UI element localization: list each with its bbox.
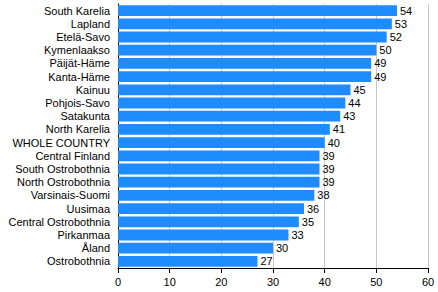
svg-text:39: 39 [323, 163, 335, 175]
svg-text:North Karelia: North Karelia [46, 123, 111, 135]
svg-text:40: 40 [328, 137, 340, 149]
svg-text:41: 41 [333, 123, 345, 135]
svg-text:South Ostrobothnia: South Ostrobothnia [15, 163, 111, 175]
svg-text:Åland: Åland [82, 242, 110, 254]
svg-text:44: 44 [348, 97, 360, 109]
svg-text:Central Ostrobothnia: Central Ostrobothnia [9, 216, 111, 228]
svg-text:0: 0 [115, 276, 121, 288]
svg-text:38: 38 [317, 189, 329, 201]
svg-text:43: 43 [343, 110, 355, 122]
svg-text:Satakunta: Satakunta [60, 110, 110, 122]
svg-text:Päijät-Häme: Päijät-Häme [49, 57, 110, 69]
svg-text:Kymenlaakso: Kymenlaakso [44, 44, 110, 56]
svg-text:49: 49 [374, 57, 386, 69]
svg-text:10: 10 [164, 276, 176, 288]
svg-text:30: 30 [267, 276, 279, 288]
svg-text:20: 20 [215, 276, 227, 288]
svg-text:50: 50 [379, 44, 391, 56]
svg-text:53: 53 [395, 18, 407, 30]
svg-text:33: 33 [292, 229, 304, 241]
svg-text:39: 39 [323, 150, 335, 162]
svg-text:54: 54 [400, 5, 412, 17]
svg-text:WHOLE COUNTRY: WHOLE COUNTRY [12, 137, 110, 149]
svg-text:Pirkanmaa: Pirkanmaa [57, 229, 110, 241]
svg-text:39: 39 [323, 176, 335, 188]
svg-text:50: 50 [370, 276, 382, 288]
svg-text:52: 52 [390, 31, 402, 43]
svg-text:North Ostrobothnia: North Ostrobothnia [17, 176, 111, 188]
svg-text:40: 40 [319, 276, 331, 288]
svg-text:Lapland: Lapland [71, 18, 110, 30]
svg-text:Kainuu: Kainuu [76, 84, 110, 96]
svg-text:60: 60 [422, 276, 434, 288]
svg-text:Etelä-Savo: Etelä-Savo [56, 31, 110, 43]
svg-text:Pohjois-Savo: Pohjois-Savo [45, 97, 110, 109]
svg-text:30: 30 [276, 242, 288, 254]
svg-text:27: 27 [261, 255, 273, 267]
svg-text:South Karelia: South Karelia [44, 5, 111, 17]
svg-text:36: 36 [307, 203, 319, 215]
svg-text:35: 35 [302, 216, 314, 228]
svg-text:45: 45 [354, 84, 366, 96]
svg-text:Kanta-Häme: Kanta-Häme [48, 71, 110, 83]
svg-text:Uusimaa: Uusimaa [67, 203, 111, 215]
svg-text:49: 49 [374, 71, 386, 83]
svg-text:Varsinais-Suomi: Varsinais-Suomi [31, 189, 110, 201]
svg-text:Ostrobothnia: Ostrobothnia [47, 255, 111, 267]
svg-text:Central Finland: Central Finland [35, 150, 110, 162]
